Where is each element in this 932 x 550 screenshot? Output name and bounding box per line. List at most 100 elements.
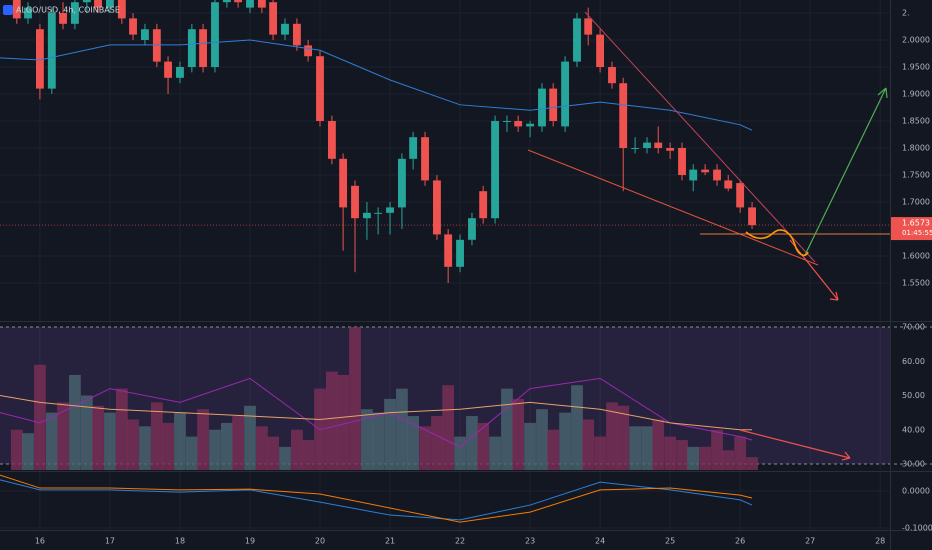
last-price-box [891, 217, 932, 241]
candle-body [47, 13, 56, 89]
volume-bar [746, 457, 758, 470]
volume-bar [220, 422, 233, 470]
candle-body [94, 0, 102, 8]
candle-body [164, 61, 172, 78]
volume-bar [419, 426, 431, 470]
candle-body [246, 0, 254, 8]
volume-bar [197, 409, 209, 470]
candle-body [106, 0, 114, 8]
up-arrow [804, 87, 888, 256]
candle-body [724, 180, 733, 189]
candle-body [503, 121, 511, 123]
volume-bar [10, 429, 23, 470]
volume-bar [676, 440, 688, 470]
volume-bar [45, 412, 58, 470]
y-tick-label: 1.6000 [902, 252, 930, 261]
volume-bar [629, 426, 641, 470]
candle-body [363, 212, 371, 219]
candle-body [468, 218, 476, 240]
y-tick-label: 1.9500 [902, 63, 930, 72]
volume-bar [22, 433, 34, 470]
volume-bar [127, 419, 139, 470]
candle-body [292, 23, 301, 46]
x-tick-label: 16 [35, 537, 45, 546]
volume-bar [384, 398, 396, 470]
drawings [527, 11, 890, 461]
volume-bar [687, 446, 700, 470]
volume-bar [209, 429, 221, 470]
volume-bar [291, 429, 303, 470]
indicator-line [0, 479, 753, 521]
y-tick-label: 50.00 [902, 391, 925, 400]
candle-body [234, 0, 243, 3]
y-tick-label: 1.7500 [902, 171, 930, 180]
volume-bar [80, 395, 93, 470]
volume-bar [232, 416, 244, 470]
rsi-arrow [739, 429, 851, 461]
candle-body [351, 185, 359, 219]
volume-bar [641, 426, 653, 470]
volume-bar [326, 371, 338, 470]
candle-body [199, 29, 207, 68]
candle-body [631, 148, 640, 150]
symbol-title: ALGO/USD, 4h, COINBASE [16, 6, 120, 15]
candle-body [316, 56, 324, 122]
volume-bar [617, 405, 630, 470]
y-tick-label: 0.0000 [902, 487, 930, 496]
volume-bar [547, 429, 560, 470]
volume-bar [57, 402, 69, 470]
candle-body [491, 121, 499, 219]
candle-body [619, 83, 628, 149]
y-tick-label: 1.8500 [902, 117, 930, 126]
y-tick-label: 2. [902, 9, 910, 18]
volume-bar [174, 412, 186, 470]
volume-bar [501, 388, 513, 470]
candle-body [269, 2, 278, 35]
volume-bar [524, 422, 536, 470]
volume-bar [652, 419, 665, 470]
candle-body [129, 18, 137, 35]
candle-body [526, 123, 534, 127]
candle-body [59, 13, 67, 24]
candle-body [479, 191, 488, 219]
candle-body [666, 148, 675, 151]
candle-body [176, 67, 184, 78]
volume-bar [477, 422, 490, 470]
candle-body [444, 234, 453, 267]
candle-body [456, 239, 464, 267]
y-tick-label: 1.8000 [902, 144, 930, 153]
volume-bar [442, 385, 455, 470]
candle-body [187, 29, 196, 68]
volume-bar [431, 416, 443, 470]
candle-body [257, 0, 266, 8]
x-tick-label: 24 [595, 537, 605, 546]
volume-bar [162, 422, 174, 470]
y-tick-label: 60.00 [902, 357, 925, 366]
trend-line [584, 11, 816, 263]
volume-bar [349, 327, 361, 470]
candle-body [386, 207, 394, 213]
candle-body [736, 183, 745, 208]
candle-body [643, 142, 651, 149]
x-tick-label: 20 [315, 537, 325, 546]
volume-bar [150, 402, 163, 470]
volume-bar [454, 436, 466, 470]
indicator-line [0, 474, 753, 523]
candle-body [596, 34, 605, 68]
candle-body [374, 212, 383, 214]
candle-body [689, 169, 698, 181]
candle-body [514, 121, 523, 127]
candle-body [549, 88, 558, 122]
x-tick-label: 26 [735, 537, 745, 546]
volume-bar [699, 446, 712, 470]
candle-body [304, 45, 313, 57]
indicator-line [0, 39, 753, 131]
x-tick-label: 18 [175, 537, 185, 546]
symbol-icon [3, 5, 13, 15]
volume-bar [372, 412, 385, 470]
volume-bar [337, 374, 349, 470]
y-tick-label: 1.7000 [902, 198, 930, 207]
volume-bar [139, 426, 151, 470]
